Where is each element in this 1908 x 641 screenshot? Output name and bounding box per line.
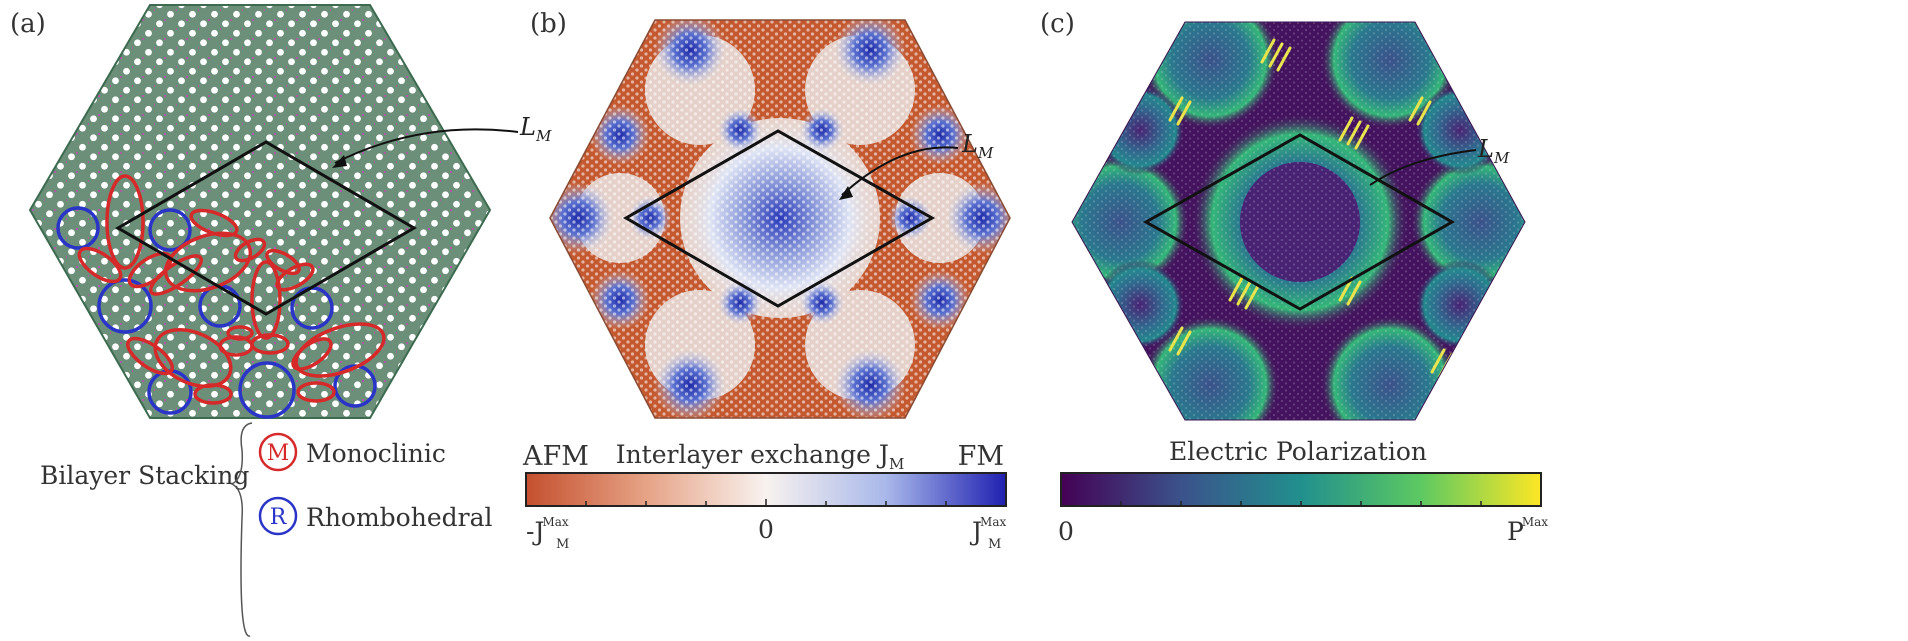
panel-a-label: (a) xyxy=(10,9,46,39)
legend-brace xyxy=(230,422,253,637)
panel-c-label: (c) xyxy=(1040,9,1075,39)
colorbar-b-tick-min: -JMax M xyxy=(526,515,569,552)
colorbar-c-title: Electric Polarization xyxy=(1169,437,1427,466)
polarization-colorbar: Electric Polarization 0 PMax xyxy=(1058,437,1548,546)
moire-unit-cell-a xyxy=(115,140,417,316)
moire-label-b: LM xyxy=(961,130,994,162)
moire-arrowhead-b xyxy=(839,186,853,200)
colorbar-b-left-end: AFM xyxy=(522,441,589,472)
legend-m-symbol: M xyxy=(267,441,290,466)
panel-b-label: (b) xyxy=(530,9,567,39)
moire-arrow-c xyxy=(1369,149,1477,186)
moire-lattice-a xyxy=(30,5,490,418)
hexagon-outline-a xyxy=(28,4,492,419)
legend-m-circle xyxy=(258,432,298,472)
legend-m-label: Monoclinic xyxy=(306,439,446,468)
colorbar-c-tick-min: 0 xyxy=(1058,517,1074,546)
colorbar-c-ticks xyxy=(1120,501,1482,506)
colorbar-b-title: Interlayer exchange JM xyxy=(616,440,905,473)
moire-unit-cell-b xyxy=(622,129,936,308)
colorbar-b-ticks xyxy=(585,499,947,506)
colorbar-c-tick-max: PMax xyxy=(1507,515,1548,546)
legend-r-label: Rhombohedral xyxy=(306,503,493,532)
exchange-colorbar: AFM Interlayer exchange JM FM -JMax M 0 J… xyxy=(522,440,1007,552)
moire-arrow-a xyxy=(334,128,519,164)
panel-a: (a) xyxy=(10,4,552,637)
stacking-legend: Bilayer Stacking M Monoclinic R Rhombohe… xyxy=(40,422,493,637)
polarization-map xyxy=(1072,22,1525,420)
hexagon-outline-b xyxy=(549,19,1011,419)
panel-b: (b) xyxy=(522,9,1011,552)
hexagon-outline-c xyxy=(1071,21,1526,421)
panel-c: (c) xyxy=(1040,9,1548,546)
legend-title: Bilayer Stacking xyxy=(40,461,249,490)
moire-arrowhead-a xyxy=(332,155,347,168)
legend-r-symbol: R xyxy=(270,505,288,530)
moire-label-a: LM xyxy=(519,113,552,145)
monoclinic-markers xyxy=(77,174,386,405)
exchange-map xyxy=(550,20,1010,418)
legend-r-circle xyxy=(258,496,298,536)
colorbar-b-tick-mid: 0 xyxy=(758,515,774,544)
moire-label-c: LM xyxy=(1477,135,1510,167)
moire-unit-cell-c xyxy=(1142,133,1456,311)
colorbar-b-right-end: FM xyxy=(958,441,1004,472)
colorbar-b-tick-max: JMax M xyxy=(969,515,1006,552)
moire-arrow-b xyxy=(841,146,959,196)
